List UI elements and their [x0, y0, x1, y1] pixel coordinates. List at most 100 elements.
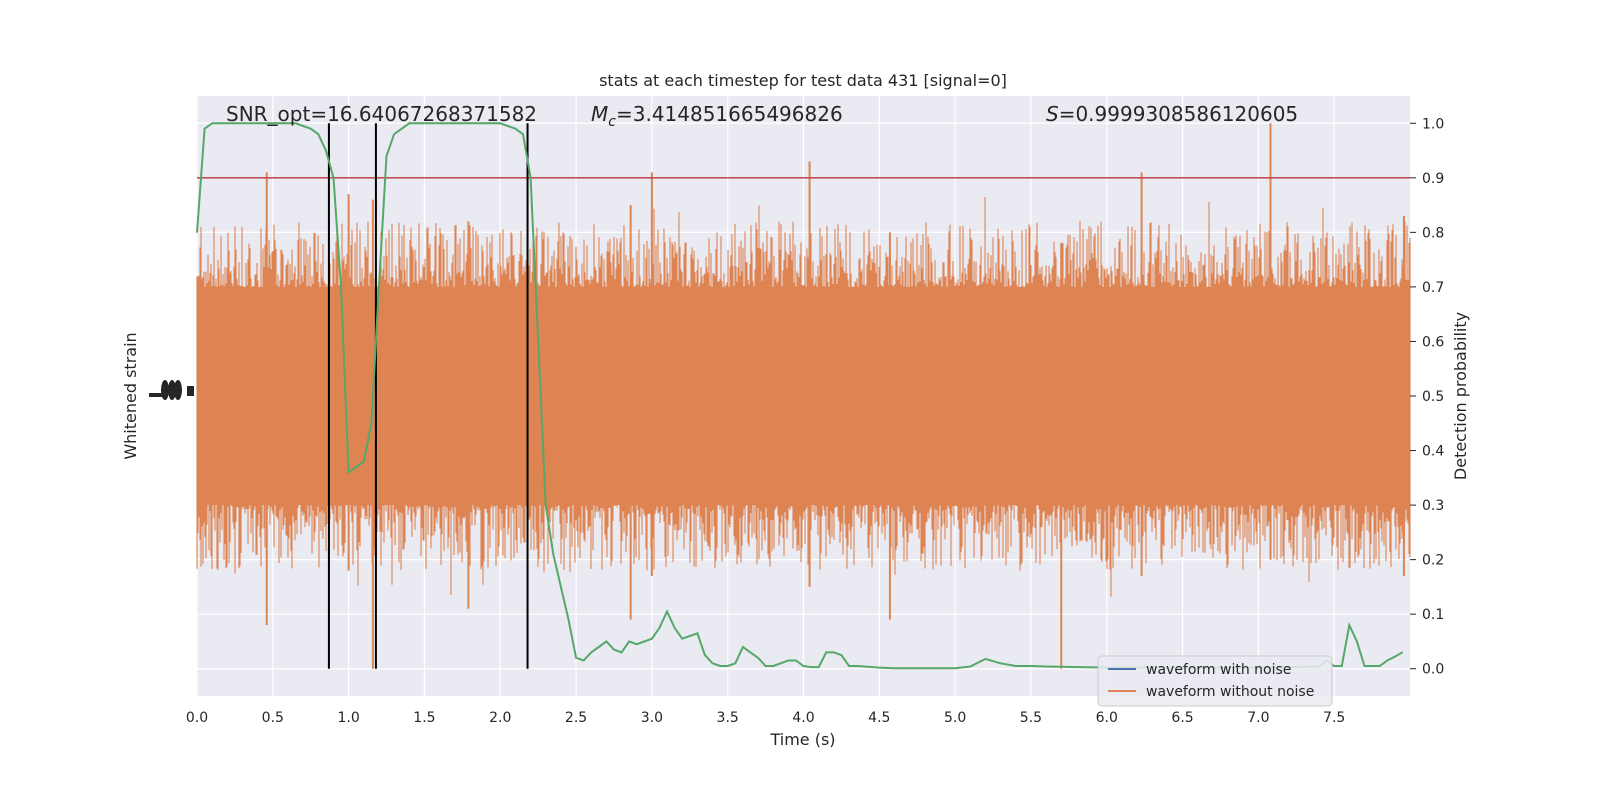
x-axis-label: Time (s)	[769, 730, 835, 749]
probability-point	[1000, 662, 1002, 664]
probability-point	[355, 466, 357, 468]
probability-point	[787, 659, 789, 662]
probability-point	[241, 122, 244, 124]
x-tick-label: 6.0	[1096, 710, 1118, 726]
y-tick-label: 0.9	[1422, 171, 1444, 187]
probability-point	[530, 177, 532, 179]
y-tick-label: 0.7	[1422, 280, 1444, 296]
probability-point	[1386, 659, 1388, 662]
probability-point	[537, 340, 539, 343]
probability-point	[984, 658, 987, 660]
x-tick-label: 5.0	[944, 710, 966, 726]
probability-point	[1045, 665, 1047, 668]
y-tick-labels: 0.0 0.1 0.2 0.3 0.4 0.5 0.6 0.7 0.8 0.9 1.0	[1410, 116, 1444, 678]
left-tick-cluster	[149, 380, 194, 400]
x-tick-label: 6.5	[1171, 710, 1193, 726]
probability-point	[287, 122, 289, 124]
probability-point	[757, 657, 759, 659]
probability-point	[378, 286, 380, 288]
probability-point	[1341, 665, 1343, 667]
chart-title: stats at each timestep for test data 431…	[599, 71, 1007, 90]
y-tick-label: 1.0	[1422, 116, 1444, 132]
y-tick-label: 0.1	[1422, 607, 1444, 623]
x-tick-label: 4.0	[792, 710, 814, 726]
probability-point	[408, 122, 410, 124]
probability-point	[522, 133, 524, 135]
probability-point	[583, 659, 585, 662]
probability-point	[878, 667, 880, 669]
probability-point	[969, 665, 971, 668]
probability-point	[810, 666, 812, 668]
x-tick-label: 7.0	[1247, 710, 1269, 726]
probability-point	[613, 649, 615, 651]
probability-point	[711, 662, 714, 664]
probability-point	[211, 122, 213, 124]
probability-point	[423, 122, 425, 124]
probability-point	[454, 122, 456, 124]
probability-point	[317, 133, 319, 135]
probability-point	[605, 640, 608, 643]
probability-point	[340, 286, 342, 288]
probability-point	[552, 553, 554, 555]
probability-point	[924, 667, 926, 669]
mc-annotation: Mc=3.414851665496826	[591, 102, 843, 130]
probability-point	[674, 627, 676, 629]
probability-point	[1379, 665, 1381, 667]
probability-point	[628, 640, 630, 643]
probability-point	[840, 654, 843, 656]
x-tick-label: 2.0	[489, 710, 511, 726]
probability-point	[658, 627, 661, 629]
probability-point	[302, 125, 304, 127]
probability-point	[1333, 665, 1335, 667]
probability-point	[749, 651, 752, 654]
x-tick-label: 0.0	[186, 710, 208, 726]
probability-point	[765, 665, 767, 667]
probability-point	[1356, 640, 1358, 643]
left-axis-label: Whitened strain	[121, 332, 140, 459]
legend-box	[1097, 655, 1333, 707]
probability-point	[545, 504, 547, 506]
probability-point	[636, 643, 638, 645]
probability-point	[1363, 665, 1366, 667]
probability-point	[507, 125, 509, 127]
vertical-markers	[327, 123, 529, 669]
probability-point	[772, 665, 774, 667]
probability-point	[272, 122, 274, 124]
probability-point	[469, 122, 471, 124]
probability-point	[1348, 624, 1350, 626]
probability-point	[295, 122, 297, 124]
probability-point	[954, 667, 956, 669]
probability-point	[363, 460, 365, 463]
y-tick-label: 0.2	[1422, 553, 1444, 569]
x-tick-label: 1.0	[337, 710, 359, 726]
probability-point	[310, 128, 312, 130]
probability-point	[590, 651, 592, 654]
probability-point	[802, 665, 805, 667]
y-tick-label: 0.5	[1422, 389, 1444, 405]
probability-point	[514, 128, 517, 130]
snr-annotation: SNR_opt=16.64067268371582	[226, 102, 537, 126]
probability-point	[204, 128, 206, 130]
probability-point	[484, 122, 486, 124]
probability-point	[1401, 651, 1403, 654]
probability-layer	[196, 122, 1403, 670]
legend: waveform with noise waveform without noi…	[1097, 655, 1333, 707]
probability-point	[196, 231, 198, 233]
probability-point	[696, 632, 699, 634]
probability-point	[863, 665, 865, 668]
probability-point	[719, 665, 721, 667]
probability-point	[332, 177, 335, 179]
probability-point	[734, 662, 736, 664]
probability-point	[848, 665, 850, 667]
strain-trace	[196, 123, 1411, 669]
x-tick-label: 4.5	[868, 710, 890, 726]
x-tick-label: 3.5	[717, 710, 739, 726]
right-axis-label: Detection probability	[1451, 312, 1470, 480]
y-tick-label: 0.6	[1422, 334, 1444, 350]
probability-point	[257, 122, 259, 124]
probability-point	[727, 665, 729, 667]
legend-label-with-noise: waveform with noise	[1146, 662, 1291, 678]
probability-point	[833, 651, 835, 654]
probability-point	[1015, 665, 1017, 667]
probability-point	[666, 610, 668, 613]
